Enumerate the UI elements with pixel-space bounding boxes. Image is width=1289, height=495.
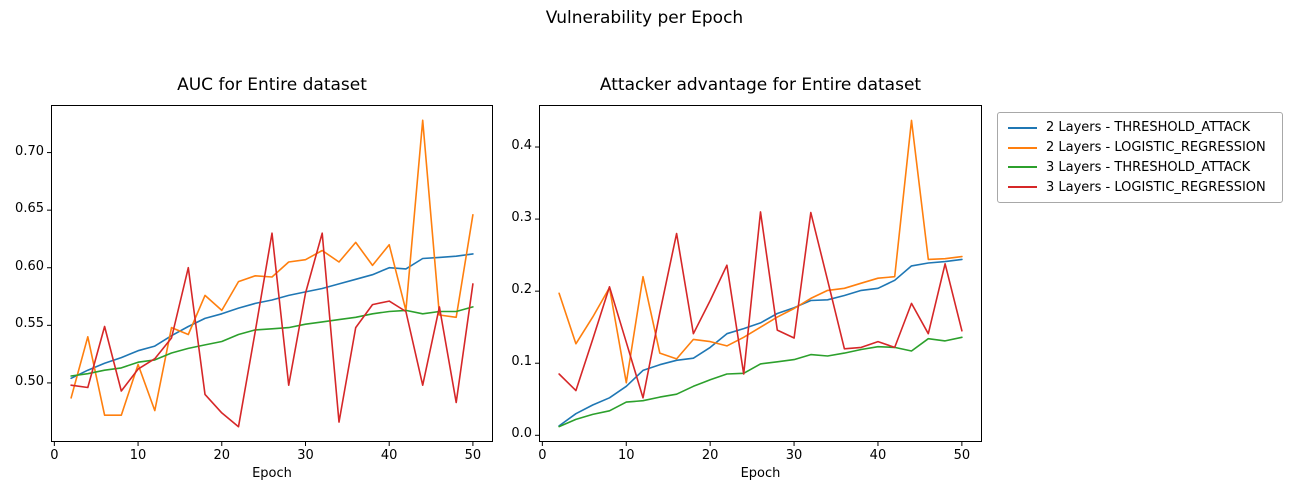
legend-label: 3 Layers - LOGISTIC_REGRESSION — [1046, 179, 1266, 195]
x-tick-label: 50 — [953, 448, 971, 463]
chart-auc: 0 10 20 30 40 50 0.50 0.55 0.60 0.65 0.70 — [15, 105, 493, 463]
chart-title-auc: AUC for Entire dataset — [177, 75, 367, 95]
y-tick-label: 0.55 — [15, 316, 44, 332]
legend: 2 Layers - THRESHOLD_ATTACK 2 Layers - LO… — [997, 112, 1283, 203]
x-tick-label: 20 — [213, 448, 231, 463]
series-line-3-layers-logistic-regression — [70, 232, 474, 428]
legend-line-swatch — [1008, 146, 1037, 149]
legend-label: 3 Layers - THRESHOLD_ATTACK — [1046, 159, 1251, 175]
series-line-3-layers-threshold-attack — [558, 336, 963, 428]
series-line-2-layers-threshold-attack — [558, 258, 963, 427]
y-tick-label: 0.65 — [15, 201, 44, 217]
legend-item-2-layers-threshold-attack: 2 Layers - THRESHOLD_ATTACK — [1008, 120, 1272, 135]
chart-title-advantage: Attacker advantage for Entire dataset — [599, 75, 922, 95]
axes-frame — [51, 105, 493, 442]
plot-area — [47, 105, 493, 446]
x-tick-label: 40 — [869, 448, 887, 463]
x-tick-label: 10 — [129, 448, 147, 463]
legend-item-2-layers-logistic-regression: 2 Layers - LOGISTIC_REGRESSION — [1008, 140, 1272, 155]
x-tick-label: 10 — [617, 448, 635, 463]
legend-line-swatch — [1008, 186, 1037, 189]
chart-advantage: 0 10 20 30 40 50 0.0 0.1 0.2 0.3 0.4 — [511, 105, 982, 463]
x-tick-label: 50 — [464, 448, 482, 463]
y-tick-label: 0.3 — [511, 210, 532, 226]
series-line-2-layers-threshold-attack — [70, 253, 474, 380]
legend-item-3-layers-logistic-regression: 3 Layers - LOGISTIC_REGRESSION — [1008, 180, 1272, 195]
x-axis-label-advantage: Epoch — [740, 466, 781, 481]
series-line-3-layers-threshold-attack — [70, 306, 474, 377]
series-line-2-layers-logistic-regression — [558, 119, 963, 384]
axes-frame — [539, 105, 982, 442]
x-tick-label: 20 — [701, 448, 719, 463]
y-tick-label: 0.4 — [511, 138, 532, 154]
legend-line-swatch — [1008, 126, 1037, 129]
x-tick-label: 30 — [297, 448, 314, 463]
figure-title: Vulnerability per Epoch — [545, 8, 744, 28]
y-tick-label: 0.2 — [511, 282, 532, 298]
legend-item-3-layers-threshold-attack: 3 Layers - THRESHOLD_ATTACK — [1008, 160, 1272, 175]
x-axis-label-auc: Epoch — [252, 466, 292, 481]
plot-area — [535, 105, 982, 446]
legend-line-swatch — [1008, 166, 1037, 169]
y-tick-label: 0.70 — [15, 143, 44, 159]
y-tick-label: 0.50 — [15, 373, 44, 389]
x-tick-label: 30 — [785, 448, 803, 463]
series-line-3-layers-logistic-regression — [558, 211, 963, 399]
y-tick-label: 0.60 — [15, 258, 44, 274]
legend-label: 2 Layers - LOGISTIC_REGRESSION — [1046, 140, 1266, 156]
y-tick-label: 0.1 — [511, 354, 532, 370]
x-tick-label: 0 — [50, 448, 59, 463]
x-tick-label: 40 — [380, 448, 398, 463]
series-line-2-layers-logistic-regression — [70, 119, 474, 417]
y-tick-label: 0.0 — [511, 426, 532, 442]
legend-label: 2 Layers - THRESHOLD_ATTACK — [1046, 120, 1251, 136]
x-tick-label: 0 — [538, 448, 547, 463]
